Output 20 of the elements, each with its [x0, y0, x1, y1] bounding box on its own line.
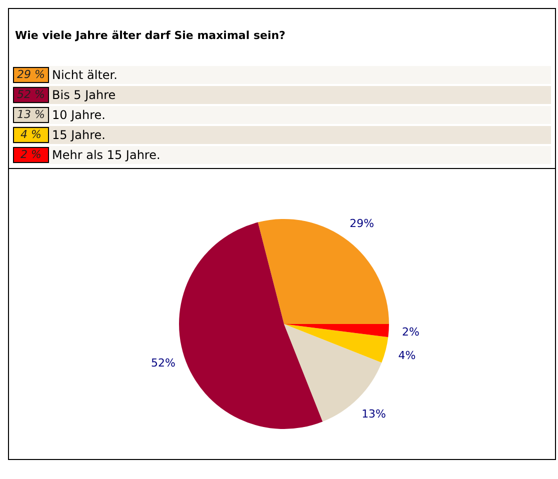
pie-slice [179, 222, 323, 429]
data-label: 2% [402, 325, 420, 338]
legend-label: Mehr als 15 Jahre. [52, 148, 160, 162]
legend-swatch: 29 % [13, 67, 49, 83]
data-label: 52% [150, 356, 176, 370]
legend-swatch: 2 % [13, 147, 49, 163]
pie-slice [284, 324, 388, 363]
data-label: 4% [398, 349, 416, 362]
legend-swatch: 52 % [13, 87, 49, 103]
legend-label: Bis 5 Jahre [52, 88, 116, 102]
data-label: 13% [362, 407, 386, 420]
pie-slice [258, 219, 389, 324]
legend-swatch: 4 % [13, 127, 49, 143]
legend-swatch: 13 % [13, 107, 49, 123]
legend-label: 15 Jahre. [52, 128, 106, 142]
legend-label: 10 Jahre. [52, 108, 106, 122]
legend-label: Nicht älter. [52, 68, 118, 82]
chart-title: Wie viele Jahre älter darf Sie maximal sein? [14, 28, 286, 44]
data-label: 29% [350, 217, 374, 230]
pie-slice [284, 324, 389, 338]
